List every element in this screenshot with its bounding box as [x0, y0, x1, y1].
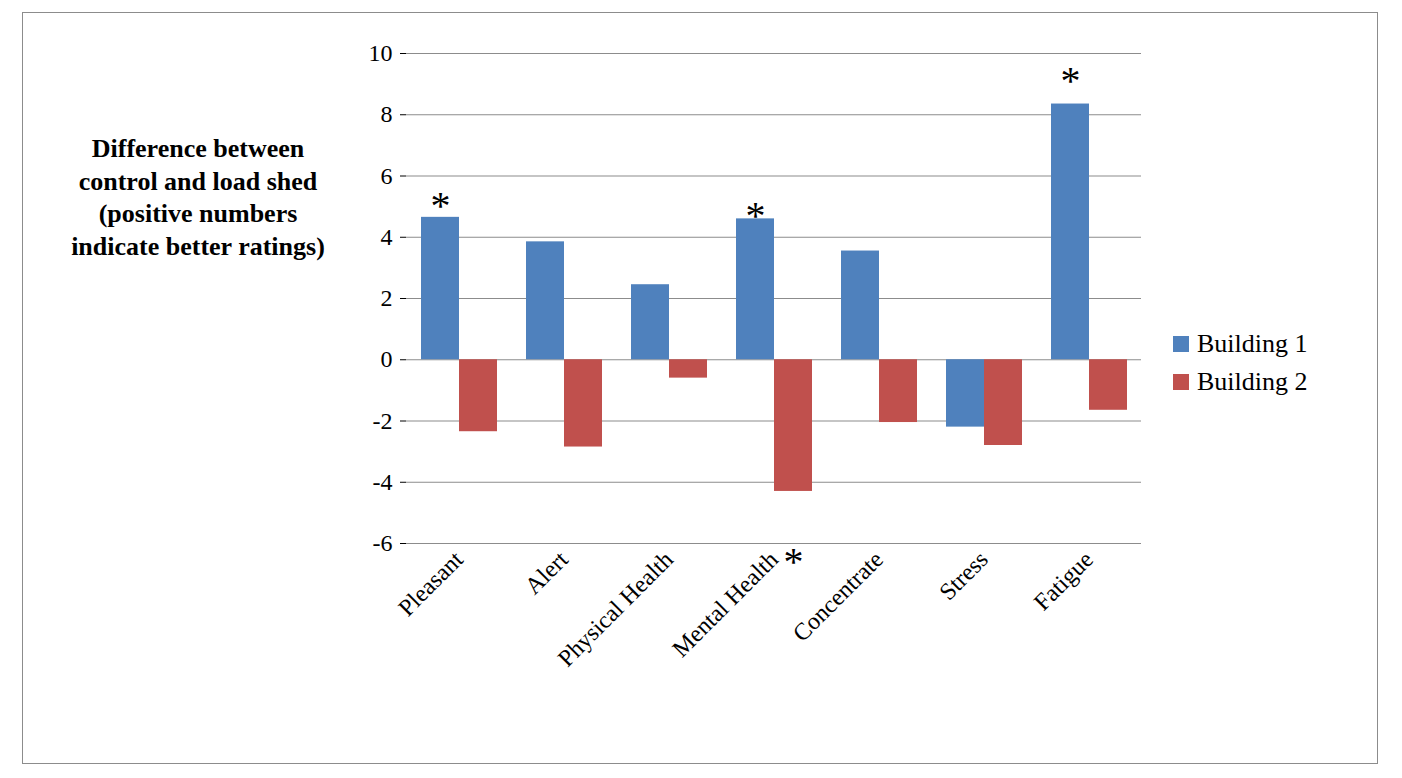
html-text:Building 2: Building 2 — [1197, 367, 1308, 396]
svg-text:10: 10 — [369, 40, 393, 66]
svg-text:*: * — [746, 193, 766, 238]
svg-text:6: 6 — [381, 163, 393, 189]
html-text:Difference between control and: Difference between control and load shed… — [71, 134, 325, 261]
svg-text:Alert: Alert — [520, 546, 573, 599]
svg-text:Stress: Stress — [934, 546, 993, 605]
svg-text:Pleasant: Pleasant — [393, 546, 468, 621]
svg-text:4: 4 — [381, 224, 393, 250]
svg-text:*: * — [431, 183, 451, 228]
svg-text:Mental Health: Mental Health — [667, 546, 783, 662]
svg-text:0: 0 — [381, 346, 393, 372]
svg-text:Physical Health: Physical Health — [553, 546, 678, 671]
svg-text:*: * — [1061, 58, 1081, 103]
svg-text:Concentrate: Concentrate — [787, 546, 888, 647]
html-text:Building 1: Building 1 — [1197, 329, 1308, 358]
svg-text:-6: -6 — [373, 530, 393, 556]
svg-text:8: 8 — [381, 101, 393, 127]
svg-text:Fatigue: Fatigue — [1029, 546, 1098, 615]
svg-text:*: * — [784, 539, 804, 584]
svg-text:-2: -2 — [373, 408, 393, 434]
svg-text:2: 2 — [381, 285, 393, 311]
svg-text:-4: -4 — [373, 469, 393, 495]
